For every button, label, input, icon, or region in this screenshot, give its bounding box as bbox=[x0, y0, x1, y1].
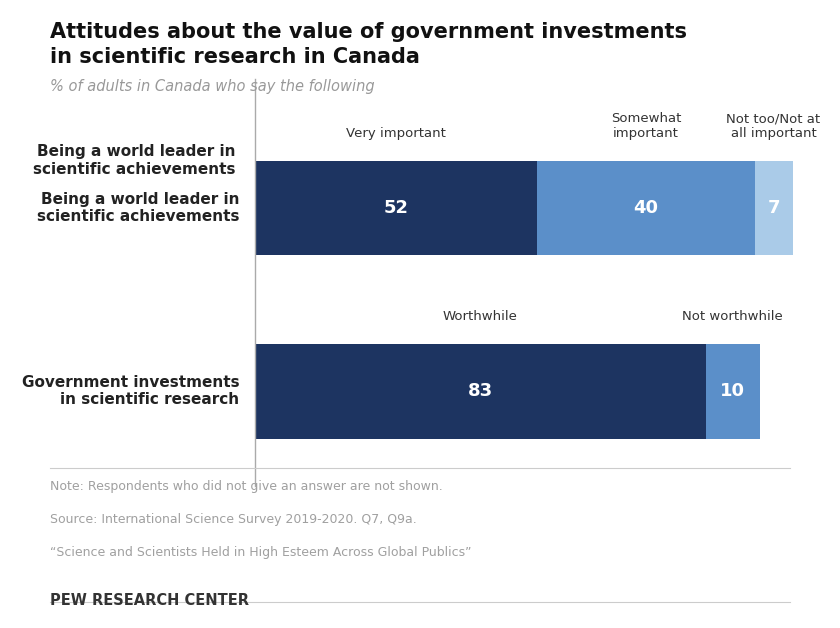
Text: Somewhat
important: Somewhat important bbox=[611, 112, 681, 140]
Text: 83: 83 bbox=[468, 382, 493, 400]
Bar bbox=[255, 344, 706, 438]
Text: Being a world leader in
scientific achievements: Being a world leader in scientific achie… bbox=[33, 144, 235, 176]
Text: 10: 10 bbox=[721, 382, 745, 400]
Text: in scientific research in Canada: in scientific research in Canada bbox=[50, 47, 420, 67]
Text: Being a world leader in
scientific achievements: Being a world leader in scientific achie… bbox=[37, 192, 239, 224]
Text: Attitudes about the value of government investments: Attitudes about the value of government … bbox=[50, 22, 687, 42]
Bar bbox=[538, 161, 754, 256]
Text: 40: 40 bbox=[633, 199, 659, 217]
Text: PEW RESEARCH CENTER: PEW RESEARCH CENTER bbox=[50, 593, 249, 609]
Text: Worthwhile: Worthwhile bbox=[443, 310, 517, 323]
Text: Very important: Very important bbox=[346, 127, 446, 140]
Text: 7: 7 bbox=[767, 199, 780, 217]
Text: Not worthwhile: Not worthwhile bbox=[682, 310, 783, 323]
Text: “Science and Scientists Held in High Esteem Across Global Publics”: “Science and Scientists Held in High Est… bbox=[50, 546, 472, 559]
Bar bbox=[706, 344, 760, 438]
Text: Not too/Not at
all important: Not too/Not at all important bbox=[727, 112, 821, 140]
Text: Government investments
in scientific research: Government investments in scientific res… bbox=[22, 375, 239, 408]
Text: 52: 52 bbox=[384, 199, 408, 217]
Bar bbox=[754, 161, 793, 256]
Text: Source: International Science Survey 2019-2020. Q7, Q9a.: Source: International Science Survey 201… bbox=[50, 513, 417, 526]
Text: Note: Respondents who did not give an answer are not shown.: Note: Respondents who did not give an an… bbox=[50, 480, 444, 494]
Bar bbox=[255, 161, 538, 256]
Text: % of adults in Canada who say the following: % of adults in Canada who say the follow… bbox=[50, 78, 375, 94]
